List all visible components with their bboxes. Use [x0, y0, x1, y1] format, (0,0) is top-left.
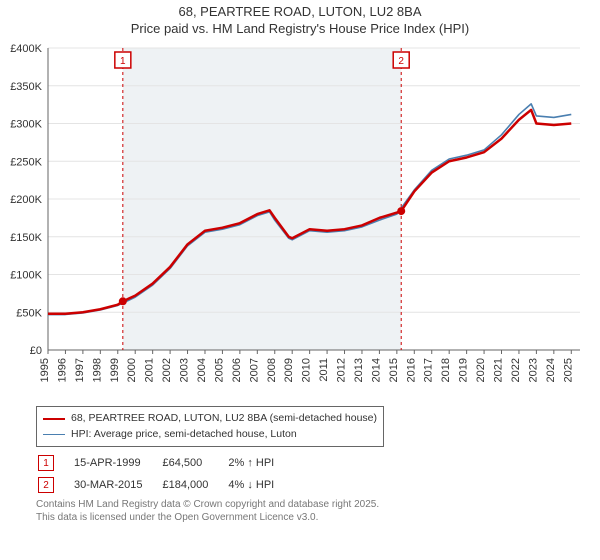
x-tick-label: 2010: [301, 358, 313, 382]
x-tick-label: 2015: [388, 358, 400, 382]
chart-legend: 68, PEARTREE ROAD, LUTON, LU2 8BA (semi-…: [36, 406, 384, 448]
y-tick-label: £200K: [10, 194, 42, 206]
marker-row: 1 15-APR-1999£64,5002% ↑ HPI: [38, 453, 292, 473]
x-tick-label: 2004: [196, 358, 208, 382]
x-tick-label: 2008: [266, 358, 278, 382]
x-tick-label: 2017: [423, 358, 435, 382]
marker-price: £64,500: [162, 453, 226, 473]
y-tick-label: £300K: [10, 118, 42, 130]
x-tick-label: 2009: [283, 358, 295, 382]
legend-swatch: [43, 418, 65, 420]
y-tick-label: £400K: [10, 43, 42, 55]
marker-delta: 2% ↑ HPI: [228, 453, 292, 473]
x-tick-label: 1998: [91, 358, 103, 382]
x-tick-label: 2016: [405, 358, 417, 382]
legend-item: HPI: Average price, semi-detached house,…: [43, 427, 377, 443]
x-tick-label: 2013: [353, 358, 365, 382]
x-tick-label: 2021: [493, 358, 505, 382]
x-tick-label: 2019: [458, 358, 470, 382]
x-tick-label: 2018: [440, 358, 452, 382]
x-tick-label: 2001: [144, 358, 156, 382]
attribution-footer: Contains HM Land Registry data © Crown c…: [36, 499, 590, 524]
marker-row: 2 30-MAR-2015£184,0004% ↓ HPI: [38, 475, 292, 495]
marker-delta: 4% ↓ HPI: [228, 475, 292, 495]
y-tick-label: £100K: [10, 269, 42, 281]
x-tick-label: 1997: [74, 358, 86, 382]
marker-events-table: 1 15-APR-1999£64,5002% ↑ HPI 2 30-MAR-2015£…: [36, 451, 294, 497]
y-tick-label: £250K: [10, 156, 42, 168]
x-tick-label: 1996: [56, 358, 68, 382]
marker-date: 30-MAR-2015: [74, 475, 160, 495]
marker-price: £184,000: [162, 475, 226, 495]
y-tick-label: £150K: [10, 232, 42, 244]
x-tick-label: 2002: [161, 358, 173, 382]
y-tick-label: £0: [30, 345, 42, 357]
chart-marker-2: 2: [393, 52, 409, 68]
x-tick-label: 2012: [336, 358, 348, 382]
y-tick-label: £350K: [10, 81, 42, 93]
legend-item: 68, PEARTREE ROAD, LUTON, LU2 8BA (semi-…: [43, 411, 377, 427]
marker-id-box: 1: [38, 455, 54, 471]
x-tick-label: 2014: [370, 358, 382, 382]
marker-date: 15-APR-1999: [74, 453, 160, 473]
legend-label: HPI: Average price, semi-detached house,…: [71, 427, 297, 443]
x-tick-label: 2022: [510, 358, 522, 382]
footer-line-2: This data is licensed under the Open Gov…: [36, 512, 590, 525]
footer-line-1: Contains HM Land Registry data © Crown c…: [36, 499, 590, 512]
legend-swatch: [43, 434, 65, 435]
svg-text:2: 2: [398, 56, 404, 67]
chart-area: £0 £50K £100K £150K £200K £250K £300K £350K £400…: [4, 40, 590, 400]
x-tick-label: 1995: [39, 358, 51, 382]
title-line-2: Price paid vs. HM Land Registry's House …: [0, 21, 600, 38]
y-tick-label: £50K: [16, 307, 42, 319]
x-tick-label: 2020: [475, 358, 487, 382]
x-tick-label: 2024: [545, 358, 557, 382]
x-tick-label: 2000: [126, 358, 138, 382]
x-tick-label: 2005: [213, 358, 225, 382]
x-tick-label: 2003: [179, 358, 191, 382]
price-chart-svg: £0 £50K £100K £150K £200K £250K £300K £350K £400…: [4, 40, 590, 400]
x-tick-label: 2025: [562, 358, 574, 382]
x-tick-label: 2006: [231, 358, 243, 382]
marker-id-box: 2: [38, 477, 54, 493]
title-line-1: 68, PEARTREE ROAD, LUTON, LU2 8BA: [0, 4, 600, 21]
x-tick-label: 2011: [318, 358, 330, 382]
legend-label: 68, PEARTREE ROAD, LUTON, LU2 8BA (semi-…: [71, 411, 377, 427]
x-tick-label: 1999: [109, 358, 121, 382]
chart-marker-1: 1: [115, 52, 131, 68]
svg-text:1: 1: [120, 56, 126, 67]
x-tick-label: 2007: [248, 358, 260, 382]
chart-title-block: 68, PEARTREE ROAD, LUTON, LU2 8BA Price …: [0, 0, 600, 40]
x-tick-label: 2023: [527, 358, 539, 382]
